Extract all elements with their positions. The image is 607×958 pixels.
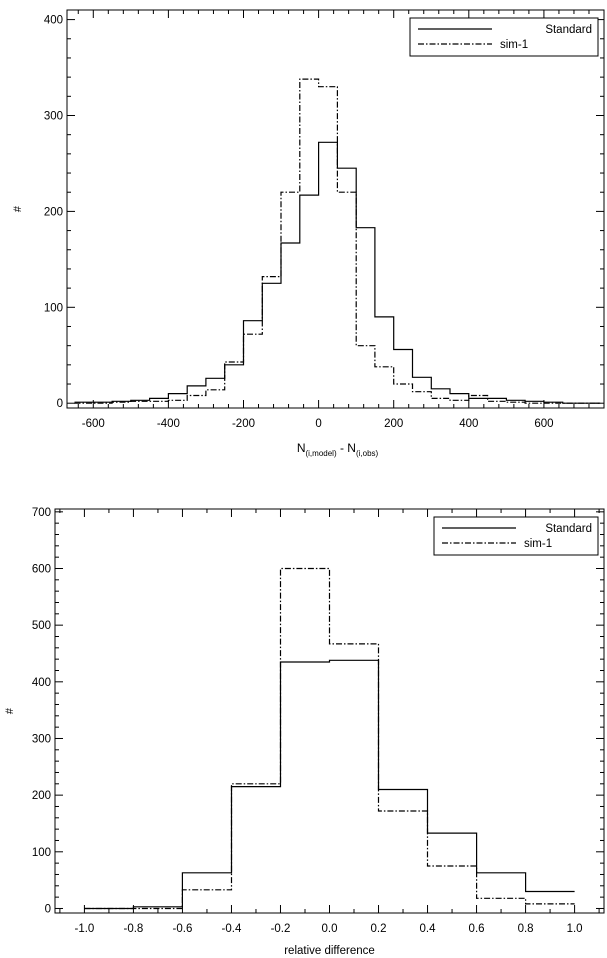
- y-tick-label: 300: [32, 733, 51, 745]
- x-axis-label: N(i,model) - N(i,obs): [297, 441, 379, 458]
- x-axis-label-part: - N: [337, 441, 356, 455]
- legend: Standard sim-1: [433, 516, 599, 556]
- x-tick-label: -0.2: [271, 923, 291, 935]
- y-tick-label: 300: [44, 110, 63, 122]
- y-tick-label: 500: [32, 620, 51, 632]
- legend-label: Standard: [545, 523, 592, 535]
- y-tick-label: 200: [32, 790, 51, 802]
- y-tick-label: 0: [45, 903, 51, 915]
- x-axis-label-part: (i,obs): [356, 449, 379, 458]
- legend-box: [433, 516, 599, 556]
- y-tick-label: 0: [57, 398, 63, 410]
- x-tick-label: 200: [384, 418, 403, 430]
- x-tick-label: 0: [315, 418, 321, 430]
- y-tick-label: 100: [32, 847, 51, 859]
- x-tick-label: -0.6: [173, 923, 193, 935]
- x-tick-label: -400: [157, 418, 180, 430]
- series-line-standard: [84, 659, 575, 910]
- x-axis-label-part: (i,model): [305, 449, 336, 458]
- y-tick-label: 100: [44, 302, 63, 314]
- plot-frame: [66, 9, 605, 409]
- x-tick-label: 0.2: [371, 923, 387, 935]
- legend: Standard sim-1: [409, 17, 599, 57]
- y-axis-label: #: [4, 707, 16, 714]
- x-tick-label: -600: [82, 418, 105, 430]
- legend-label: sim-1: [524, 538, 552, 550]
- y-tick-label: 200: [44, 206, 63, 218]
- legend-box: [409, 17, 599, 57]
- legend-label: sim-1: [500, 39, 528, 51]
- y-tick-label: 700: [32, 507, 51, 519]
- chart-2: -1.0 -0.8 -0.6 -0.4 -0.2 0.0 0.2 0.4 0.6 0.8 1.0 0 1…: [4, 507, 605, 957]
- plot-frame: [54, 508, 605, 914]
- series-line-sim-1: [74, 78, 601, 404]
- x-tick-label: 0.4: [420, 923, 437, 935]
- x-tick-label: 400: [459, 418, 478, 430]
- x-tick-label: 0.0: [322, 923, 338, 935]
- x-axis-label: relative difference: [284, 945, 375, 957]
- x-axis-label-part: N: [297, 441, 306, 455]
- series-line-standard: [74, 141, 601, 404]
- x-tick-label: -0.8: [124, 923, 144, 935]
- x-tick-label: -0.4: [222, 923, 242, 935]
- y-axis-label: #: [12, 205, 24, 212]
- series-line-sim-1: [84, 567, 575, 910]
- x-tick-label: -200: [232, 418, 255, 430]
- x-tick-label: 0.8: [518, 923, 534, 935]
- x-tick-label: 1.0: [567, 923, 583, 935]
- y-tick-label: 600: [32, 563, 51, 575]
- x-tick-label: -1.0: [74, 923, 94, 935]
- chart-1: -600 -400 -200 0 200 400 6000100200300400#N(i,…: [12, 9, 605, 458]
- x-tick-label: 600: [534, 418, 553, 430]
- x-tick-label: 0.6: [469, 923, 485, 935]
- y-tick-label: 400: [44, 15, 63, 27]
- y-tick-label: 400: [32, 677, 51, 689]
- legend-label: Standard: [545, 24, 592, 36]
